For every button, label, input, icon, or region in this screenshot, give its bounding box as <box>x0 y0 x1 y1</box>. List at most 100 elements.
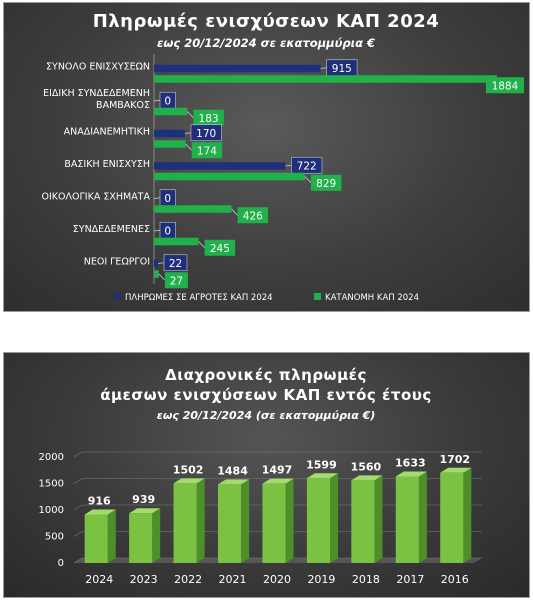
data-label: 1702 <box>439 453 470 466</box>
legend-label: ΠΛΗΡΩΜΕΣ ΣΕ ΑΓΡΟΤΕΣ ΚΑΠ 2024 <box>125 293 273 303</box>
bar-side <box>107 509 116 563</box>
bar-top <box>84 509 116 515</box>
historical-payments-svg: Διαχρονικές πληρωμές άμεσων ενισχύσεων Κ… <box>39 366 482 586</box>
data-label-box <box>163 254 188 272</box>
data-label: 426 <box>243 210 263 222</box>
chart-title-line-1: Διαχρονικές πληρωμές <box>165 366 367 384</box>
x-tick-label: 2021 <box>219 573 247 586</box>
category-label: ΒΑΜΒΑΚΟΣ <box>96 100 150 111</box>
legend-swatch <box>314 293 321 300</box>
label-leader <box>231 208 238 216</box>
x-tick-label: 2019 <box>307 573 335 586</box>
data-label-box <box>486 77 524 94</box>
bar-side <box>196 478 205 563</box>
data-label: 1497 <box>262 464 293 477</box>
cap-2024-payments-chart: Πληρωμές ενισχύσεων ΚΑΠ 2024 εως 20/12/2… <box>3 2 530 312</box>
allocation-bar <box>154 205 232 213</box>
data-label: 174 <box>197 145 217 157</box>
category-label: ΒΑΣΙΚΗ ΕΝΙΣΧΥΣΗ <box>64 159 150 170</box>
x-tick-label: 2018 <box>352 573 380 586</box>
data-label-box <box>237 207 269 224</box>
data-label: 916 <box>88 494 111 507</box>
x-tick-label: 2017 <box>396 573 424 586</box>
label-leader <box>153 229 161 232</box>
label-leader <box>185 143 192 151</box>
data-label-box <box>164 272 188 289</box>
data-label: 1560 <box>351 460 382 473</box>
data-label-box <box>191 142 223 159</box>
data-label: 245 <box>210 243 230 255</box>
allocation-bar <box>154 107 188 116</box>
allocation-bar <box>154 140 186 148</box>
data-label: 0 <box>164 193 171 205</box>
chart-title: Πληρωμές ενισχύσεων ΚΑΠ 2024 <box>93 11 440 32</box>
data-label-box <box>193 109 224 126</box>
data-label: 915 <box>332 63 352 75</box>
category-label: ΝΕΟΙ ΓΕΩΡΓΟΙ <box>84 256 150 267</box>
category-label: ΕΙΔΙΚΗ ΣΥΝΔΕΔΕΜΕΝΗ <box>43 88 150 99</box>
chart-title-line-2: άμεσων ενισχύσεων ΚΑΠ εντός έτους <box>100 386 432 404</box>
data-label: 22 <box>169 258 182 270</box>
data-label: 939 <box>132 493 155 506</box>
bar-top <box>306 473 338 479</box>
historical-payments-chart: Διαχρονικές πληρωμές άμεσων ενισχύσεων Κ… <box>3 352 530 598</box>
bar-side <box>152 508 161 563</box>
gridline-side <box>73 478 83 484</box>
bar <box>218 484 242 563</box>
category-label: ΟΙΚΟΛΟΓΙΚΑ ΣΧΗΜΑΤΑ <box>42 191 151 202</box>
payments-bar <box>154 259 159 268</box>
data-label: 1884 <box>492 80 519 92</box>
bar <box>262 483 286 563</box>
data-label: 1502 <box>173 463 204 476</box>
bar <box>440 472 464 563</box>
allocation-bar <box>154 75 497 83</box>
bar-top <box>218 479 250 485</box>
category-label: ΣΥΝΔΕΔΕΜΕΝΕΣ <box>73 224 150 235</box>
y-tick-label: 2000 <box>39 452 64 463</box>
data-label-box <box>190 124 222 142</box>
bar <box>351 480 375 563</box>
bar-top <box>262 478 294 484</box>
label-leader <box>184 132 191 134</box>
allocation-bar <box>154 270 159 278</box>
bar <box>395 476 419 563</box>
bar <box>173 483 197 563</box>
data-label: 170 <box>196 128 216 140</box>
bar-side <box>463 467 472 563</box>
bar <box>129 513 153 563</box>
data-label: 1633 <box>395 456 426 469</box>
bar-side <box>418 471 427 563</box>
category-label: ΣΥΝΟΛΟ ΕΝΙΣΧΥΣΕΩΝ <box>46 61 150 72</box>
label-leader <box>157 262 165 264</box>
x-tick-label: 2022 <box>174 573 202 586</box>
data-label: 0 <box>164 95 171 107</box>
label-leader <box>285 164 292 167</box>
payments-bar <box>154 129 185 138</box>
label-leader <box>320 67 327 69</box>
label-leader <box>198 241 205 249</box>
label-leader <box>153 99 161 102</box>
data-label: 27 <box>170 275 183 287</box>
chart-subtitle: εως 20/12/2024 (σε εκατομμύρια €) <box>157 409 376 422</box>
data-label: 1484 <box>217 464 248 477</box>
gridline-side <box>73 504 83 511</box>
payments-bar <box>154 162 286 170</box>
gridline-side <box>73 557 83 564</box>
x-tick-label: 2024 <box>85 573 113 586</box>
x-tick-label: 2016 <box>441 573 469 586</box>
bar-top <box>395 471 427 477</box>
data-label: 183 <box>199 113 219 125</box>
bar-side <box>241 479 250 563</box>
bar-top <box>173 478 205 484</box>
category-label: ΑΝΑΔΙΑΝΕΜΗΤΙΚΗ <box>64 126 150 137</box>
data-label: 0 <box>164 225 171 237</box>
bar-top <box>129 508 161 514</box>
label-leader <box>153 197 161 199</box>
bar-side <box>285 478 294 563</box>
allocation-bar <box>154 172 305 181</box>
bar-side <box>330 473 338 563</box>
allocation-bar <box>154 237 199 246</box>
cap-2024-payments-svg: Πληρωμές ενισχύσεων ΚΑΠ 2024 εως 20/12/2… <box>42 11 524 303</box>
label-leader <box>158 273 166 281</box>
chart-subtitle: εως 20/12/2024 σε εκατομμύρια € <box>157 36 375 50</box>
